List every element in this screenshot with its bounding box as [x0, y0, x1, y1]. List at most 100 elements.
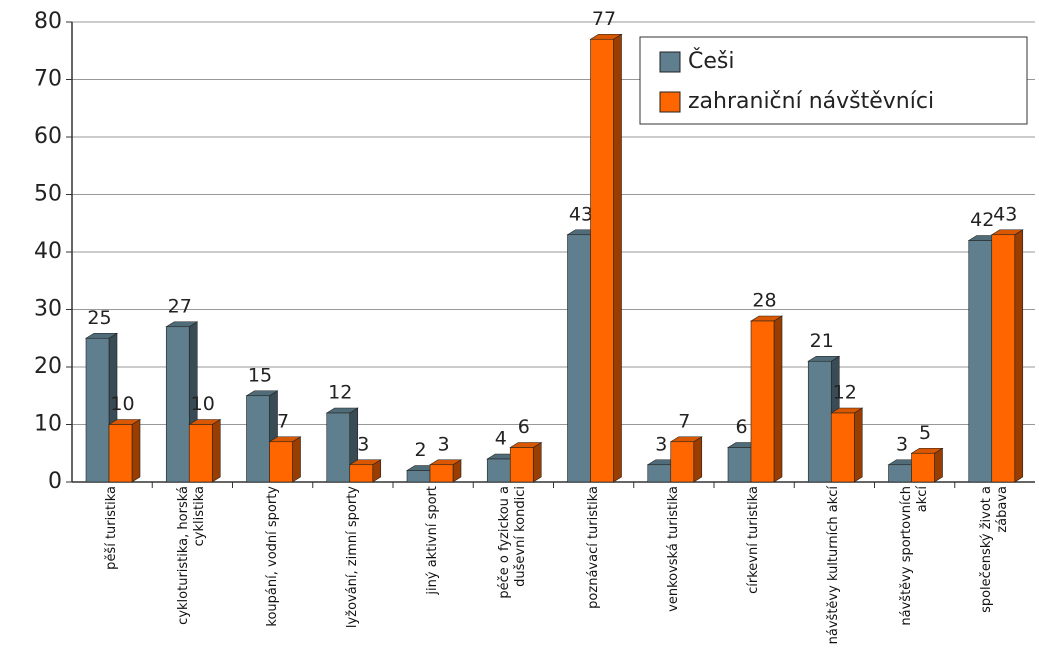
bar-side	[532, 441, 542, 483]
data-label: 3	[357, 433, 369, 455]
y-tick-label: 0	[48, 469, 62, 494]
bar	[268, 436, 302, 483]
bar-face	[830, 412, 855, 483]
bar	[325, 407, 359, 483]
bar-face	[567, 234, 591, 483]
data-label: 10	[191, 393, 215, 415]
bar	[509, 441, 543, 483]
bar-face	[269, 441, 293, 483]
bar-face	[968, 240, 993, 483]
bar-face	[165, 326, 190, 483]
y-tick-label: 40	[34, 239, 62, 264]
bar-face	[85, 337, 110, 483]
data-label: 42	[970, 209, 994, 231]
bar-face	[647, 464, 672, 483]
data-label: 7	[678, 410, 690, 432]
data-label: 2	[414, 439, 426, 461]
x-tick-label: církevní turistika	[746, 486, 762, 594]
bar-face	[349, 464, 374, 483]
data-label: 77	[592, 8, 616, 30]
bar-face	[486, 458, 511, 483]
legend-label: Češi	[688, 48, 734, 74]
data-label: 43	[993, 203, 1017, 225]
x-tick-label: návštěvy kulturních akcí	[826, 486, 842, 645]
data-label: 3	[655, 433, 667, 455]
bar	[188, 418, 222, 483]
x-tick-label: péče o fyzickou a duševní kondici	[497, 486, 529, 599]
x-tick-label: návštěvy sportovních akcí	[898, 486, 930, 626]
data-label: 6	[735, 416, 747, 438]
bar-face	[429, 464, 454, 483]
bar-face	[108, 424, 133, 483]
bar	[749, 315, 784, 483]
data-label: 6	[518, 416, 530, 438]
bar	[990, 229, 1024, 483]
bar-side	[292, 436, 301, 483]
data-label: 3	[437, 433, 449, 455]
bar	[428, 459, 463, 483]
x-tick-label: venkovská turistika	[665, 486, 681, 612]
legend-swatch	[659, 91, 681, 113]
bar-side	[693, 436, 703, 483]
y-tick-label: 80	[34, 9, 62, 34]
data-label: 15	[248, 364, 272, 386]
y-tick-label: 20	[34, 354, 62, 379]
bar-side	[211, 418, 221, 483]
y-tick-label: 10	[34, 412, 62, 437]
bar-face	[590, 38, 614, 483]
bar	[669, 436, 703, 483]
bar-face	[807, 360, 832, 483]
data-label: 28	[752, 290, 776, 312]
x-tick-label: lyžování, zimní sporty	[344, 486, 360, 629]
data-label: 27	[168, 295, 192, 317]
data-label: 21	[810, 330, 834, 352]
bar	[348, 459, 382, 483]
y-tick-label: 50	[34, 182, 62, 207]
y-tick-label: 30	[34, 297, 62, 322]
x-tick-label: společenský život a zábava	[978, 486, 1010, 613]
legend: Češi zahraniční návštěvníci	[639, 36, 1028, 125]
bar-face	[888, 464, 912, 483]
legend-swatch	[659, 51, 681, 73]
data-label: 12	[833, 382, 857, 404]
bar-side	[131, 418, 141, 483]
bar-face	[991, 234, 1016, 483]
y-tick-label: 70	[34, 67, 62, 92]
bar-face	[911, 452, 935, 483]
bar-face	[188, 424, 213, 483]
bar	[107, 418, 142, 483]
data-label: 10	[110, 393, 134, 415]
x-tick-label: koupání, vodní sporty	[264, 486, 280, 627]
x-tick-label: pěší turistika	[104, 486, 120, 570]
legend-label: zahraniční návštěvníci	[688, 89, 934, 114]
data-label: 43	[569, 203, 593, 225]
bar-side	[853, 407, 863, 483]
bar	[830, 407, 864, 483]
data-label: 7	[277, 410, 289, 432]
data-label: 25	[87, 307, 111, 329]
data-label: 4	[495, 428, 507, 450]
bar	[910, 447, 944, 483]
data-label: 3	[896, 433, 908, 455]
bar	[589, 33, 623, 483]
bar-face	[750, 320, 775, 483]
y-tick-label: 60	[34, 124, 62, 149]
bar-face	[326, 412, 351, 483]
x-tick-label: jiný aktivní sport	[425, 486, 441, 595]
x-tick-label: poznávací turistika	[585, 486, 601, 609]
x-tick-label: cykloturistika, horská cyklistika	[176, 486, 208, 625]
bar-side	[773, 315, 783, 483]
bar-side	[613, 33, 622, 483]
bar-side	[934, 447, 943, 483]
bar-face	[727, 447, 752, 483]
bar-face	[509, 447, 534, 483]
bar-face	[670, 441, 695, 483]
bar-face	[406, 470, 431, 483]
bar-side	[1014, 229, 1024, 483]
legend-box	[639, 36, 1028, 125]
data-label: 12	[328, 382, 352, 404]
data-label: 5	[919, 422, 931, 444]
bar-face	[246, 395, 270, 483]
